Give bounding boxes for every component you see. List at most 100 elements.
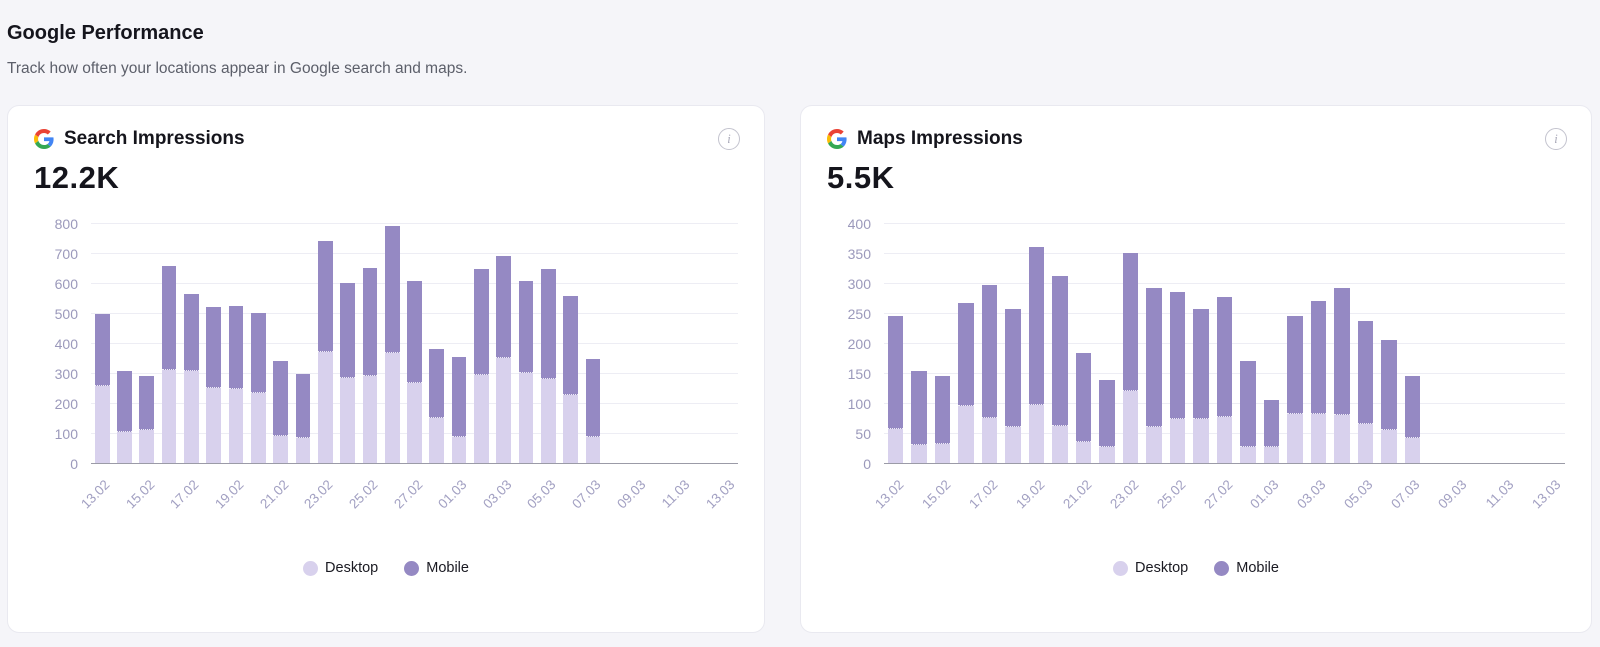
stacked-bar-28.02[interactable] — [1240, 361, 1256, 464]
mobile-segment — [1334, 288, 1350, 416]
legend-label-mobile: Mobile — [1236, 560, 1279, 576]
stacked-bar-03.03[interactable] — [496, 255, 512, 464]
x-tick-label: 03.03 — [479, 477, 515, 512]
stacked-bar-24.02[interactable] — [340, 282, 355, 464]
mobile-segment — [161, 266, 177, 371]
y-tick-label: 0 — [70, 456, 78, 472]
desktop-segment — [474, 374, 489, 464]
stacked-bar-16.02[interactable] — [958, 303, 974, 464]
desktop-segment — [384, 353, 400, 464]
desktop-segment — [1263, 446, 1280, 464]
mobile-segment — [1357, 321, 1374, 425]
stacked-bar-25.02[interactable] — [362, 268, 378, 464]
stacked-bar-23.02[interactable] — [317, 241, 333, 464]
stacked-bar-21.02[interactable] — [1075, 353, 1092, 464]
desktop-segment — [540, 379, 556, 464]
desktop-segment — [1216, 416, 1233, 464]
stacked-bar-15.02[interactable] — [934, 375, 951, 464]
stacked-bar-16.02[interactable] — [161, 266, 177, 464]
stacked-bar-23.02[interactable] — [1122, 253, 1139, 464]
page-title: Google Performance — [7, 22, 204, 44]
legend: Desktop Mobile — [827, 560, 1565, 576]
stacked-bar-02.03[interactable] — [474, 268, 489, 464]
stacked-bar-04.03[interactable] — [518, 281, 534, 464]
info-icon[interactable]: i — [1545, 128, 1567, 150]
stacked-bar-25.02[interactable] — [1169, 291, 1186, 464]
x-tick-label: 13.03 — [1529, 477, 1564, 512]
mobile-segment — [317, 241, 333, 353]
stacked-bar-27.02[interactable] — [407, 281, 422, 464]
stacked-bar-21.02[interactable] — [273, 361, 288, 464]
desktop-segment — [887, 428, 904, 464]
x-tick-label: 05.03 — [1341, 477, 1376, 512]
legend-item-mobile[interactable]: Mobile — [404, 560, 469, 576]
stacked-bar-05.03[interactable] — [1357, 321, 1374, 464]
info-icon[interactable]: i — [718, 128, 740, 150]
stacked-bar-06.03[interactable] — [1381, 339, 1397, 464]
mobile-segment — [1287, 316, 1303, 415]
card-title: Search Impressions — [64, 128, 245, 149]
stacked-bar-14.02[interactable] — [117, 371, 132, 464]
x-axis-line — [884, 463, 1565, 464]
plot-area: 13.02 15.02 17.02 19.02 21.02 23.02 25.02 27.02… — [872, 223, 1565, 512]
stacked-bar-17.02[interactable] — [184, 293, 199, 464]
stacked-bar-27.02[interactable] — [1216, 296, 1233, 464]
stacked-bar-19.02[interactable] — [228, 305, 244, 464]
mobile-segment — [1052, 275, 1068, 427]
desktop-segment — [1075, 442, 1092, 464]
legend-item-desktop[interactable]: Desktop — [1113, 560, 1188, 576]
stacked-bar-22.02[interactable] — [295, 374, 311, 464]
desktop-segment — [1028, 405, 1045, 464]
maps-impressions-card: Maps Impressions i 5.5K 0 50 100 150 200 250 3… — [800, 105, 1592, 633]
y-tick-label: 0 — [863, 456, 871, 472]
stacked-bar-19.02[interactable] — [1028, 246, 1045, 464]
mobile-segment — [1381, 339, 1397, 430]
mobile-segment — [887, 315, 904, 429]
stacked-bar-03.03[interactable] — [1310, 301, 1327, 464]
gridline — [884, 283, 1565, 284]
desktop-segment — [1146, 426, 1162, 464]
desktop-segment — [117, 431, 132, 464]
legend-item-desktop[interactable]: Desktop — [303, 560, 378, 576]
stacked-bar-24.02[interactable] — [1146, 288, 1162, 464]
stacked-bar-07.03[interactable] — [585, 359, 601, 464]
stacked-bar-13.02[interactable] — [94, 314, 110, 464]
x-tick-label: 25.02 — [1153, 477, 1189, 512]
desktop-segment — [184, 371, 199, 464]
desktop-segment — [139, 430, 155, 464]
desktop-segment — [1052, 426, 1068, 464]
desktop-segment — [1334, 415, 1350, 464]
stacked-bar-05.03[interactable] — [540, 268, 556, 464]
desktop-segment — [161, 370, 177, 464]
stacked-bar-02.03[interactable] — [1287, 316, 1303, 464]
y-tick-label: 400 — [54, 336, 78, 352]
stacked-bar-07.03[interactable] — [1404, 376, 1421, 464]
legend-item-mobile[interactable]: Mobile — [1214, 560, 1279, 576]
legend-label-mobile: Mobile — [426, 560, 469, 576]
stacked-bar-17.02[interactable] — [981, 284, 998, 464]
total-impressions-value: 5.5K — [827, 160, 895, 195]
stacked-bar-06.03[interactable] — [563, 296, 579, 464]
stacked-bar-18.02[interactable] — [206, 306, 222, 464]
mobile-segment — [407, 281, 422, 383]
stacked-bar-13.02[interactable] — [887, 315, 904, 464]
stacked-bar-20.02[interactable] — [250, 313, 266, 464]
stacked-bar-18.02[interactable] — [1005, 309, 1021, 464]
stacked-bar-01.03[interactable] — [1263, 400, 1280, 464]
stacked-bar-22.02[interactable] — [1099, 380, 1115, 464]
x-tick-label: 07.03 — [569, 477, 604, 512]
stacked-bar-01.03[interactable] — [451, 356, 467, 464]
desktop-segment — [250, 392, 266, 464]
stacked-bar-14.02[interactable] — [911, 371, 927, 464]
stacked-bar-26.02[interactable] — [384, 225, 400, 464]
stacked-bar-04.03[interactable] — [1334, 288, 1350, 464]
mobile-segment — [958, 303, 974, 407]
gridline — [884, 223, 1565, 224]
mobile-legend-dot-icon — [404, 560, 420, 576]
stacked-bar-15.02[interactable] — [139, 376, 155, 464]
stacked-bar-28.02[interactable] — [429, 348, 445, 464]
mobile-segment — [1099, 380, 1115, 447]
stacked-bar-20.02[interactable] — [1052, 275, 1068, 464]
x-tick-label: 17.02 — [965, 477, 1001, 512]
stacked-bar-26.02[interactable] — [1193, 309, 1209, 464]
